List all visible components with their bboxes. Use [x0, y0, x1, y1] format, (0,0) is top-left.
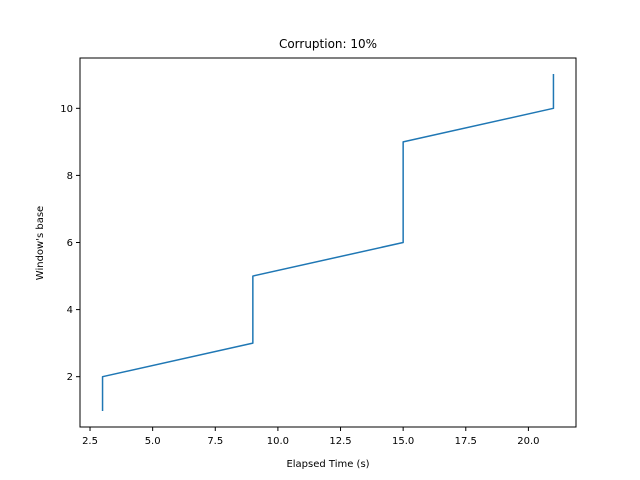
y-tick-label: 10	[60, 104, 73, 115]
y-tick-label: 2	[67, 372, 73, 383]
x-tick-label: 17.5	[455, 436, 477, 447]
x-tick-label: 12.5	[329, 436, 351, 447]
y-tick-label: 4	[67, 305, 73, 316]
y-tick-label: 6	[67, 238, 73, 249]
x-axis: 2.5 5.0 7.5 10.0 12.5 15.0 17.5 20.0	[82, 427, 540, 447]
x-axis-label: Elapsed Time (s)	[286, 459, 369, 470]
chart-title: Corruption: 10%	[279, 37, 377, 51]
x-tick-label: 15.0	[392, 436, 414, 447]
plot-area	[101, 74, 555, 411]
x-tick-label: 7.5	[207, 436, 223, 447]
x-tick-label: 2.5	[82, 436, 98, 447]
x-tick-label: 5.0	[145, 436, 161, 447]
y-axis-label: Window's base	[35, 206, 46, 280]
x-tick-label: 20.0	[517, 436, 539, 447]
y-axis: 2 4 6 8 10	[60, 104, 80, 383]
x-tick-label: 10.0	[267, 436, 289, 447]
y-tick-label: 8	[67, 171, 73, 182]
series-line-0	[101, 74, 555, 411]
